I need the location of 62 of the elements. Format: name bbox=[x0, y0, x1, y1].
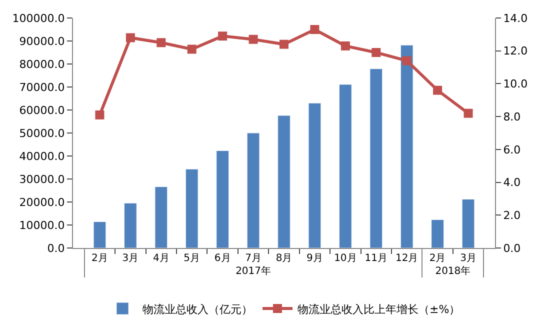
x-tick-label: 5月 bbox=[184, 253, 200, 264]
y2-tick-label: 12.0 bbox=[503, 44, 528, 58]
point bbox=[340, 41, 350, 50]
legend-label: 物流业总收入（亿元） bbox=[142, 302, 252, 316]
point bbox=[433, 86, 442, 95]
point bbox=[372, 48, 381, 57]
bar bbox=[154, 186, 168, 248]
y-tick-label: 90000.0 bbox=[19, 34, 65, 48]
bar bbox=[370, 68, 383, 248]
y2-tick-label: 8.0 bbox=[503, 110, 521, 124]
y2-tick-label: 2.0 bbox=[503, 208, 521, 222]
y2-tick-label: 4.0 bbox=[503, 176, 521, 190]
bar bbox=[185, 168, 198, 248]
point bbox=[187, 44, 196, 54]
x-tick-label: 2月 bbox=[92, 253, 108, 264]
bar bbox=[124, 202, 137, 248]
x-tick-label: 2月 bbox=[429, 253, 446, 264]
point bbox=[218, 32, 228, 41]
y2-tick-label: 6.0 bbox=[503, 143, 521, 156]
x-tick-label: 9月 bbox=[306, 253, 323, 264]
point bbox=[280, 40, 288, 49]
y-tick-label: 0.0 bbox=[47, 242, 65, 255]
y2-tick-label: 0.0 bbox=[503, 242, 521, 255]
bar bbox=[339, 84, 352, 248]
x-tick-label: 11月 bbox=[364, 253, 388, 264]
bar bbox=[462, 198, 475, 248]
y-tick-label: 80000.0 bbox=[19, 58, 65, 71]
point bbox=[310, 25, 320, 34]
bar bbox=[278, 115, 290, 248]
bar bbox=[308, 102, 322, 248]
point bbox=[156, 38, 166, 48]
y2-tick-label: 14.0 bbox=[503, 12, 528, 25]
legend-label: 物流业总收入比上年增长（±%） bbox=[298, 302, 460, 316]
y-tick-label: 50000.0 bbox=[19, 126, 65, 140]
y-tick-label: 100000.0 bbox=[12, 12, 65, 25]
point bbox=[126, 33, 135, 42]
x-tick-label: 8月 bbox=[276, 253, 292, 264]
y-tick-label: 40000.0 bbox=[19, 150, 65, 163]
bar bbox=[431, 219, 444, 248]
bar bbox=[400, 44, 414, 248]
y2-tick-label: 10.0 bbox=[503, 78, 528, 91]
bar bbox=[93, 222, 106, 248]
text: 2017年 bbox=[236, 265, 272, 277]
bar bbox=[246, 132, 260, 248]
x-tick-label: 10月 bbox=[334, 253, 357, 264]
y-tick-label: 60000.0 bbox=[19, 104, 65, 117]
x-tick-label: 6月 bbox=[214, 253, 231, 264]
point bbox=[464, 108, 473, 118]
point bbox=[248, 34, 258, 44]
x-tick-label: 3月 bbox=[122, 253, 139, 264]
y-tick-label: 20000.0 bbox=[19, 196, 65, 209]
x-tick-label: 4月 bbox=[152, 253, 170, 264]
point bbox=[95, 110, 104, 120]
x-tick-label: 3月 bbox=[460, 253, 476, 264]
y-tick-label: 10000.0 bbox=[19, 218, 65, 232]
y-tick-label: 70000.0 bbox=[19, 80, 65, 94]
x-tick-label: 7月 bbox=[245, 253, 262, 264]
y-tick-label: 30000.0 bbox=[19, 172, 65, 186]
text: 2018年 bbox=[435, 265, 471, 277]
point bbox=[402, 56, 412, 66]
x-tick-label: 12月 bbox=[395, 253, 418, 264]
bar bbox=[216, 150, 229, 248]
